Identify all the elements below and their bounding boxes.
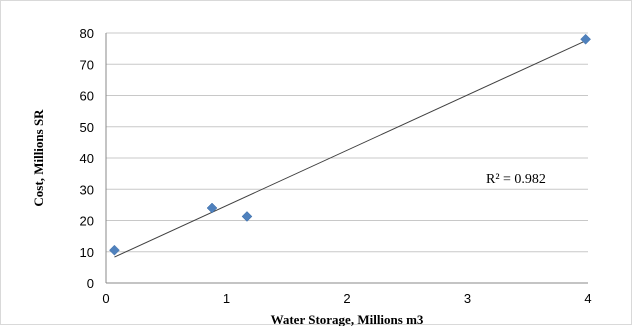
- y-tick-label: 20: [80, 214, 94, 229]
- x-tick-label: 3: [464, 291, 471, 306]
- data-point-marker: [109, 244, 120, 256]
- trendline: [114, 40, 586, 258]
- r-squared-annotation: R² = 0.982: [486, 172, 546, 187]
- x-tick-labels: 0 1 2 3 4: [102, 291, 591, 306]
- x-tick-label: 2: [343, 291, 350, 306]
- x-tick-label: 1: [223, 291, 230, 306]
- y-tick-labels: 0 10 20 30 40 50 60 70 80: [80, 26, 94, 291]
- x-axis-title: Water Storage, Millions m3: [271, 312, 424, 326]
- y-tick-label: 10: [80, 245, 94, 260]
- x-tick-label: 0: [102, 291, 109, 306]
- y-tick-label: 70: [80, 57, 94, 72]
- y-tick-label: 80: [80, 26, 94, 41]
- y-tick-label: 0: [87, 276, 94, 291]
- gridlines: [106, 32, 588, 253]
- axes: [105, 33, 588, 284]
- y-tick-label: 50: [80, 120, 94, 135]
- x-tick-label: 4: [584, 291, 591, 306]
- y-tick-label: 60: [80, 89, 94, 104]
- data-points: [109, 33, 591, 256]
- data-point-marker: [580, 33, 591, 45]
- data-point-marker: [241, 211, 253, 222]
- data-point-marker: [206, 202, 218, 214]
- y-axis-title: Cost, Millions SR: [31, 109, 46, 207]
- y-tick-label: 30: [80, 182, 94, 197]
- y-tick-label: 40: [80, 151, 94, 166]
